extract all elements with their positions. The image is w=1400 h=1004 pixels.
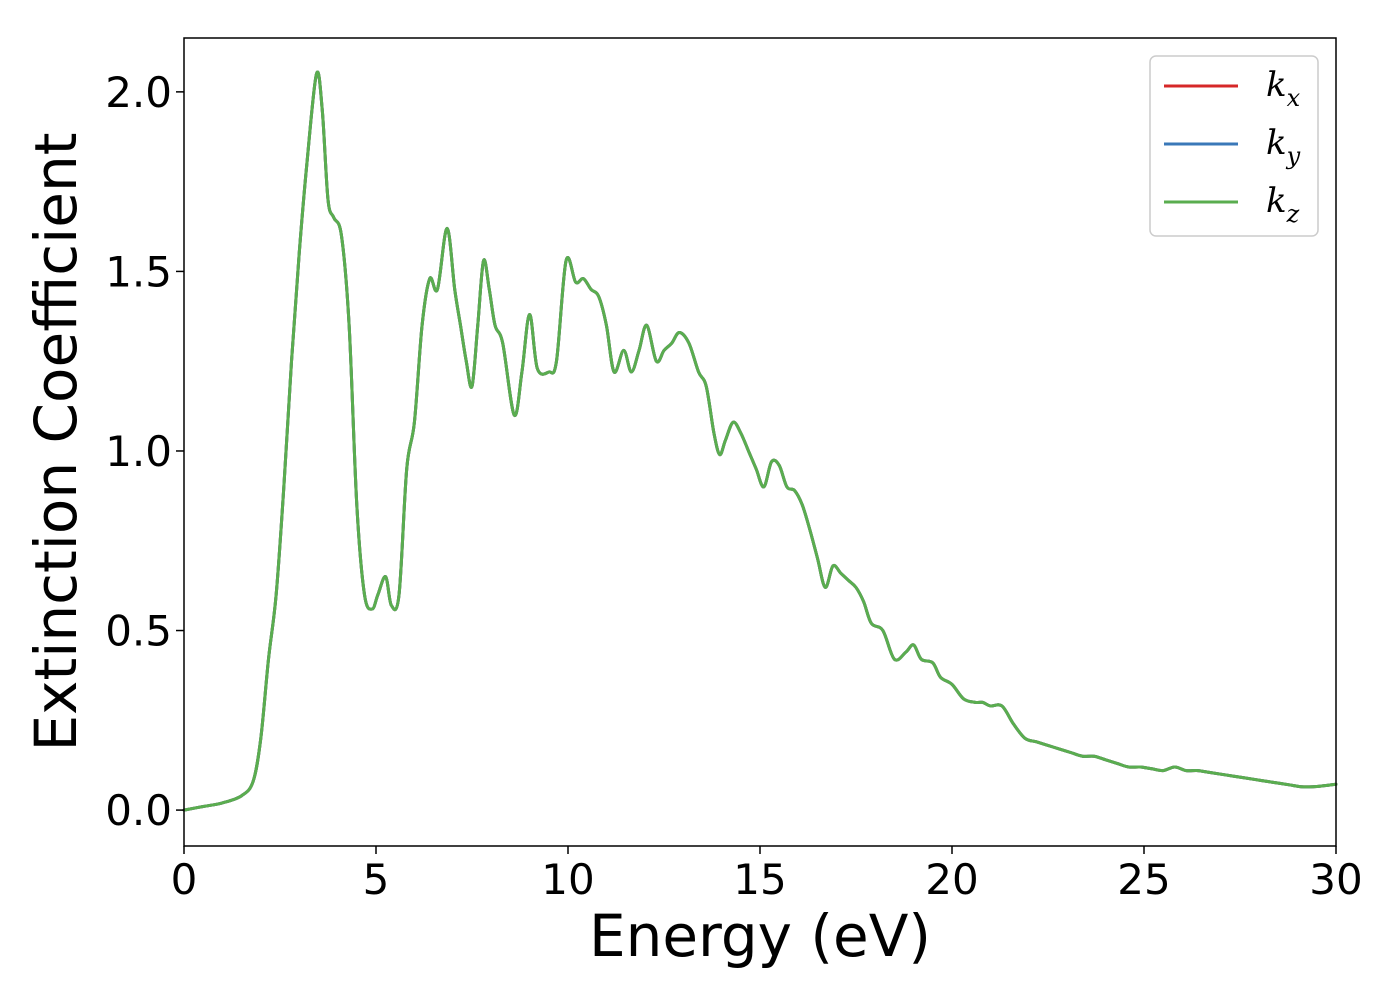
y-tick-label: 1.5	[105, 247, 172, 296]
y-axis-title: Extinction Coefficient	[22, 133, 90, 752]
series-layer	[182, 70, 1338, 812]
legend-label-base: k	[1266, 123, 1287, 163]
plot-background	[184, 38, 1336, 846]
legend-label-sub: y	[1286, 142, 1301, 170]
legend-label-kx: kx	[1266, 65, 1301, 112]
x-tick-label: 0	[171, 855, 198, 904]
x-tick-label: 15	[733, 855, 786, 904]
x-axis: 0 5 10 15 20 25 30	[171, 846, 1363, 904]
y-tick-label: 2.0	[105, 68, 172, 117]
y-tick-label: 0.0	[105, 786, 172, 835]
legend-label-base: k	[1266, 181, 1287, 221]
x-tick-label: 30	[1309, 855, 1362, 904]
x-tick-label: 20	[925, 855, 978, 904]
legend-label-sub: x	[1287, 84, 1301, 112]
y-axis: 0.0 0.5 1.0 1.5 2.0	[105, 68, 184, 835]
y-tick-label: 0.5	[105, 607, 172, 656]
legend-label-ky: ky	[1266, 123, 1301, 170]
x-tick-label: 25	[1117, 855, 1170, 904]
y-tick-label: 1.0	[105, 427, 172, 476]
x-tick-label: 10	[541, 855, 594, 904]
legend-frame	[1149, 55, 1319, 237]
x-tick-label: 5	[363, 855, 390, 904]
x-axis-title: Energy (eV)	[589, 902, 931, 970]
legend-label-base: k	[1266, 65, 1287, 105]
legend-label-sub: z	[1286, 200, 1300, 228]
series-line-k-z	[182, 70, 1338, 812]
legend-label-kz: kz	[1266, 181, 1300, 228]
